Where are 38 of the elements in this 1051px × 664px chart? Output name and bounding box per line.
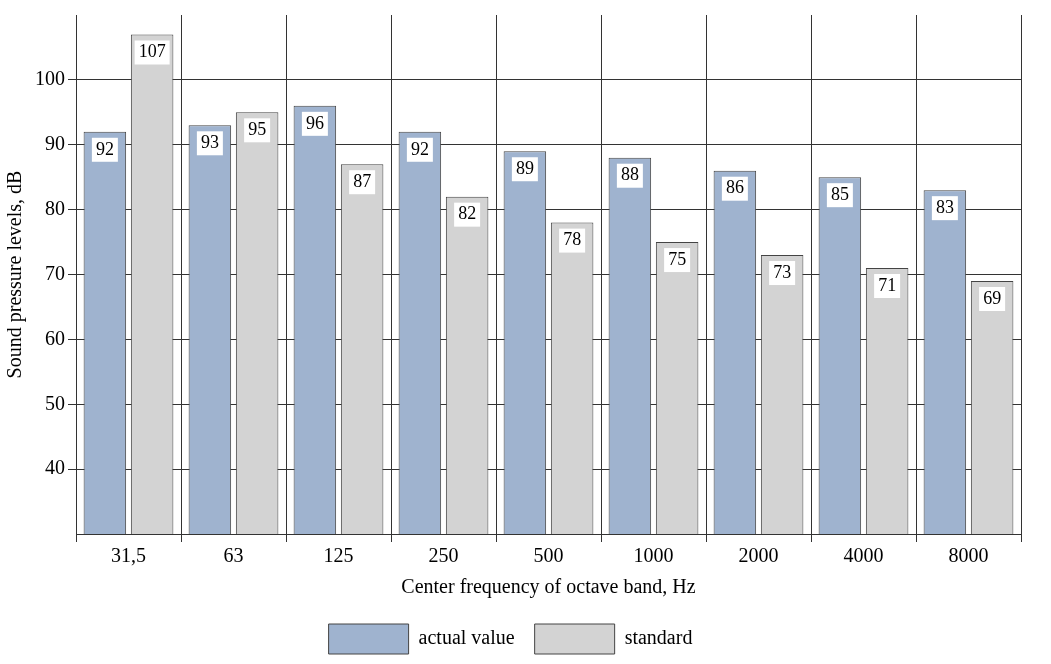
- data-label: 86: [725, 177, 744, 198]
- data-label: 78: [563, 229, 582, 250]
- data-label: 83: [935, 196, 954, 217]
- x-tick-label: 63: [223, 544, 244, 567]
- x-tick-label: 1000: [633, 544, 674, 567]
- y-tick-label: 90: [45, 132, 65, 154]
- data-label: 107: [138, 41, 166, 62]
- y-tick-label: 100: [35, 67, 65, 90]
- y-tick-label: 40: [45, 456, 65, 479]
- legend-label: standard: [624, 626, 693, 649]
- x-tick-label: 31,5: [111, 544, 146, 567]
- y-tick-label: 70: [45, 261, 65, 284]
- x-tick-label: 250: [428, 544, 459, 567]
- data-label: 73: [773, 261, 792, 282]
- y-axis-title: Sound pressure levels, dB: [3, 170, 27, 379]
- y-tick-label: 60: [45, 326, 65, 349]
- data-label: 95: [248, 119, 267, 140]
- x-tick-label: 4000: [843, 544, 884, 567]
- data-label: 96: [305, 112, 324, 133]
- x-tick-label: 8000: [948, 544, 989, 567]
- data-label: 89: [515, 157, 534, 178]
- y-tick-label: 80: [45, 196, 65, 219]
- data-label: 93: [200, 132, 219, 153]
- data-label: 71: [878, 274, 897, 295]
- x-axis-title: Center frequency of octave band, Hz: [401, 575, 696, 599]
- data-label: 87: [353, 170, 372, 191]
- legend-label: actual value: [418, 626, 515, 649]
- data-label: 69: [983, 287, 1002, 308]
- y-tick-label: 50: [45, 391, 65, 414]
- data-label: 82: [458, 203, 477, 224]
- x-tick-label: 125: [323, 544, 354, 567]
- x-tick-label: 2000: [738, 544, 779, 567]
- data-label: 92: [95, 138, 114, 159]
- x-tick-label: 500: [533, 544, 564, 567]
- data-label: 75: [668, 248, 687, 269]
- data-label: 92: [410, 138, 429, 159]
- data-label: 85: [830, 183, 849, 204]
- data-label: 88: [620, 164, 639, 185]
